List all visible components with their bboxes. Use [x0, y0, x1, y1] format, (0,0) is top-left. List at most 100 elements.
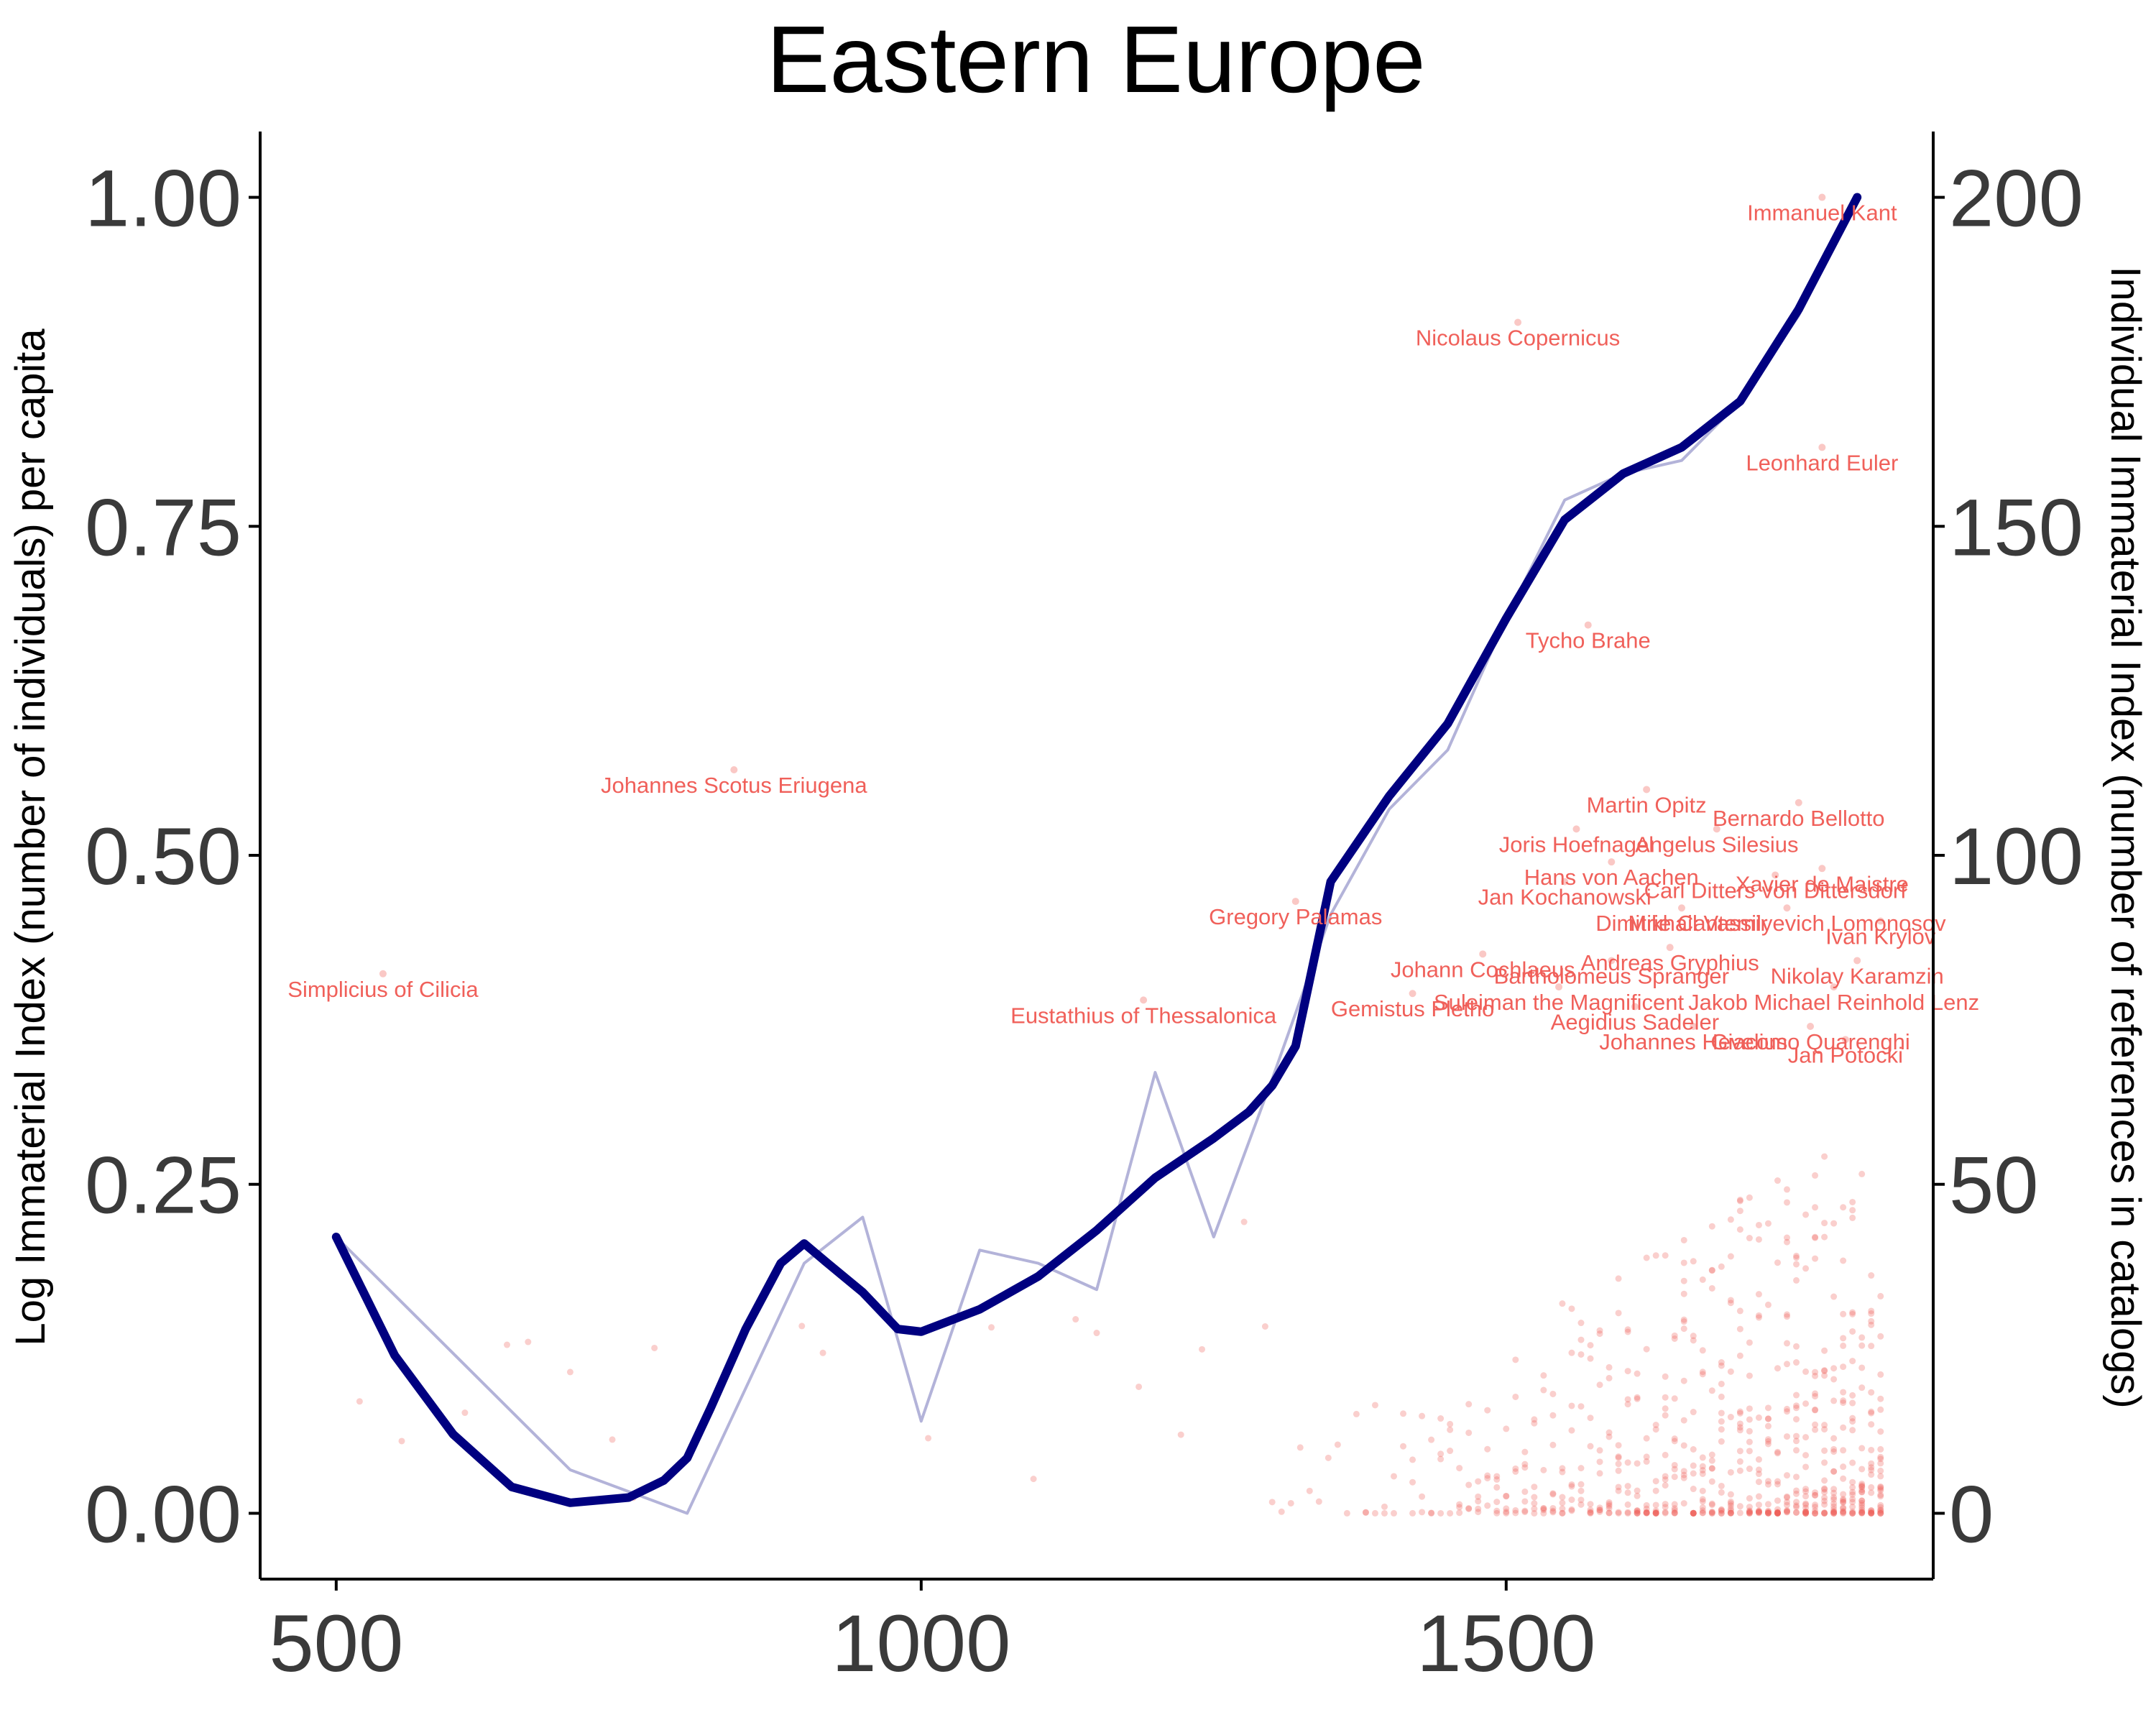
scatter-point — [1400, 1443, 1407, 1450]
scatter-point — [1531, 1416, 1538, 1423]
scatter-point — [1287, 1499, 1294, 1506]
scatter-point — [1746, 1448, 1753, 1455]
scatter-point — [1512, 1356, 1519, 1363]
scatter-point — [1718, 1506, 1725, 1514]
scatter-point — [1549, 1441, 1557, 1448]
scatter-point — [1746, 1508, 1753, 1515]
scatter-point — [1774, 1478, 1781, 1485]
scatter-point — [1624, 1459, 1631, 1466]
point-label: Carl Ditters von Dittersdorf — [1644, 878, 1907, 903]
x-tick-label: 1500 — [1416, 1598, 1595, 1688]
point-label: Ivan Krylov — [1825, 924, 1936, 949]
y-tick-label: 0.75 — [85, 482, 241, 572]
scatter-point — [1840, 1496, 1847, 1504]
scatter-point — [1093, 1330, 1100, 1337]
scatter-point — [1587, 1509, 1594, 1517]
x-tick-label: 500 — [269, 1598, 403, 1688]
point-label: Xavier de Maistre — [1736, 871, 1909, 896]
scatter-point — [1840, 1399, 1847, 1407]
scatter-point — [1793, 1473, 1800, 1481]
axes: 0.00 0.25 0.50 0.75 1.00 0 50 100 150 200 500 1000 1… — [85, 132, 2083, 1688]
y2-tick-label: 150 — [1949, 482, 2083, 572]
scatter-point — [1877, 1506, 1884, 1514]
scatter-point — [1877, 1509, 1884, 1517]
point-label: Nikolay Karamzin — [1771, 963, 1944, 988]
scatter-point — [1671, 1506, 1678, 1514]
scatter-point — [1643, 1254, 1650, 1261]
scatter-point — [1858, 1445, 1866, 1452]
scatter-point — [1587, 1501, 1594, 1508]
scatter-point — [1830, 1508, 1838, 1515]
scatter-point — [1840, 1204, 1847, 1211]
scatter-point — [1634, 1492, 1641, 1499]
scatter-point — [1727, 1502, 1734, 1509]
scatter-point — [1793, 1447, 1800, 1454]
scatter-point — [1784, 1499, 1791, 1506]
scatter-point — [1718, 1509, 1725, 1517]
scatter-point — [1699, 1467, 1706, 1474]
scatter-point — [398, 1438, 405, 1445]
scatter-point — [1849, 1207, 1856, 1214]
scatter-point — [1671, 1335, 1678, 1342]
scatter-point — [1531, 1500, 1538, 1507]
scatter-point — [1849, 1496, 1856, 1503]
scatter-point — [1868, 1471, 1875, 1478]
scatter-point — [1671, 1509, 1678, 1517]
scatter-point — [1493, 1509, 1501, 1517]
scatter-point — [1493, 1476, 1501, 1483]
scatter-point — [1764, 1301, 1772, 1308]
scatter-point — [1746, 1509, 1753, 1517]
scatter-point — [1812, 1372, 1819, 1379]
scatter-point — [1868, 1421, 1875, 1428]
scatter-point — [1868, 1507, 1875, 1514]
scatter-point — [1868, 1307, 1875, 1315]
scatter-point — [1858, 1384, 1866, 1392]
scatter-point — [1849, 1508, 1856, 1515]
scatter-point — [1727, 1509, 1734, 1517]
scatter-point — [1699, 1371, 1706, 1378]
scatter-point — [1764, 1478, 1772, 1485]
scatter-point — [1793, 1252, 1800, 1259]
scatter-point — [1858, 1170, 1866, 1177]
scatter-point — [1521, 1448, 1529, 1455]
scatter-point — [1643, 1435, 1650, 1442]
scatter-point — [1475, 1498, 1482, 1505]
scatter-point — [1830, 1397, 1838, 1404]
scatter-point — [1868, 1446, 1875, 1453]
scatter-point — [1802, 1508, 1810, 1515]
point-label: Hans von Aachen — [1524, 865, 1699, 890]
scatter-point — [1746, 1372, 1753, 1379]
scatter-point — [1699, 1498, 1706, 1505]
scatter-point — [1409, 1509, 1416, 1517]
scatter-point — [1840, 1397, 1847, 1404]
scatter-point — [1840, 1447, 1847, 1454]
scatter-point — [1830, 1445, 1838, 1453]
scatter-point — [1830, 1506, 1838, 1513]
scatter-point — [1755, 1466, 1762, 1473]
point-labels: Immanuel Kant Nicolaus Copernicus Leonhard… — [287, 193, 1979, 1067]
scatter-point — [1371, 1402, 1378, 1409]
scatter-point — [1746, 1194, 1753, 1201]
scatter-point — [1690, 1337, 1697, 1344]
scatter-point — [1559, 1300, 1566, 1307]
point-label: Bernardo Bellotto — [1713, 806, 1885, 831]
scatter-point — [1643, 1453, 1650, 1460]
scatter-point — [1849, 1358, 1856, 1365]
scatter-point — [1662, 1394, 1669, 1401]
scatter-point — [1755, 1501, 1762, 1509]
scatter-point — [1662, 1405, 1669, 1412]
scatter-point — [1840, 1499, 1847, 1506]
scatter-point — [1746, 1509, 1753, 1516]
labeled-point — [1841, 1036, 1849, 1044]
scatter-point — [1764, 1415, 1772, 1422]
scatter-point — [1793, 1502, 1800, 1509]
scatter-point — [1503, 1508, 1510, 1515]
point-label: Gregory Palamas — [1209, 904, 1382, 929]
point-label: Mikhail Vassilyevich Lomonosov — [1628, 911, 1946, 936]
scatter-point — [1718, 1409, 1725, 1417]
scatter-point — [987, 1324, 995, 1331]
scatter-point — [1877, 1509, 1884, 1516]
scatter-point — [1821, 1494, 1828, 1501]
scatter-point — [1615, 1442, 1622, 1449]
scatter-point — [1699, 1368, 1706, 1376]
